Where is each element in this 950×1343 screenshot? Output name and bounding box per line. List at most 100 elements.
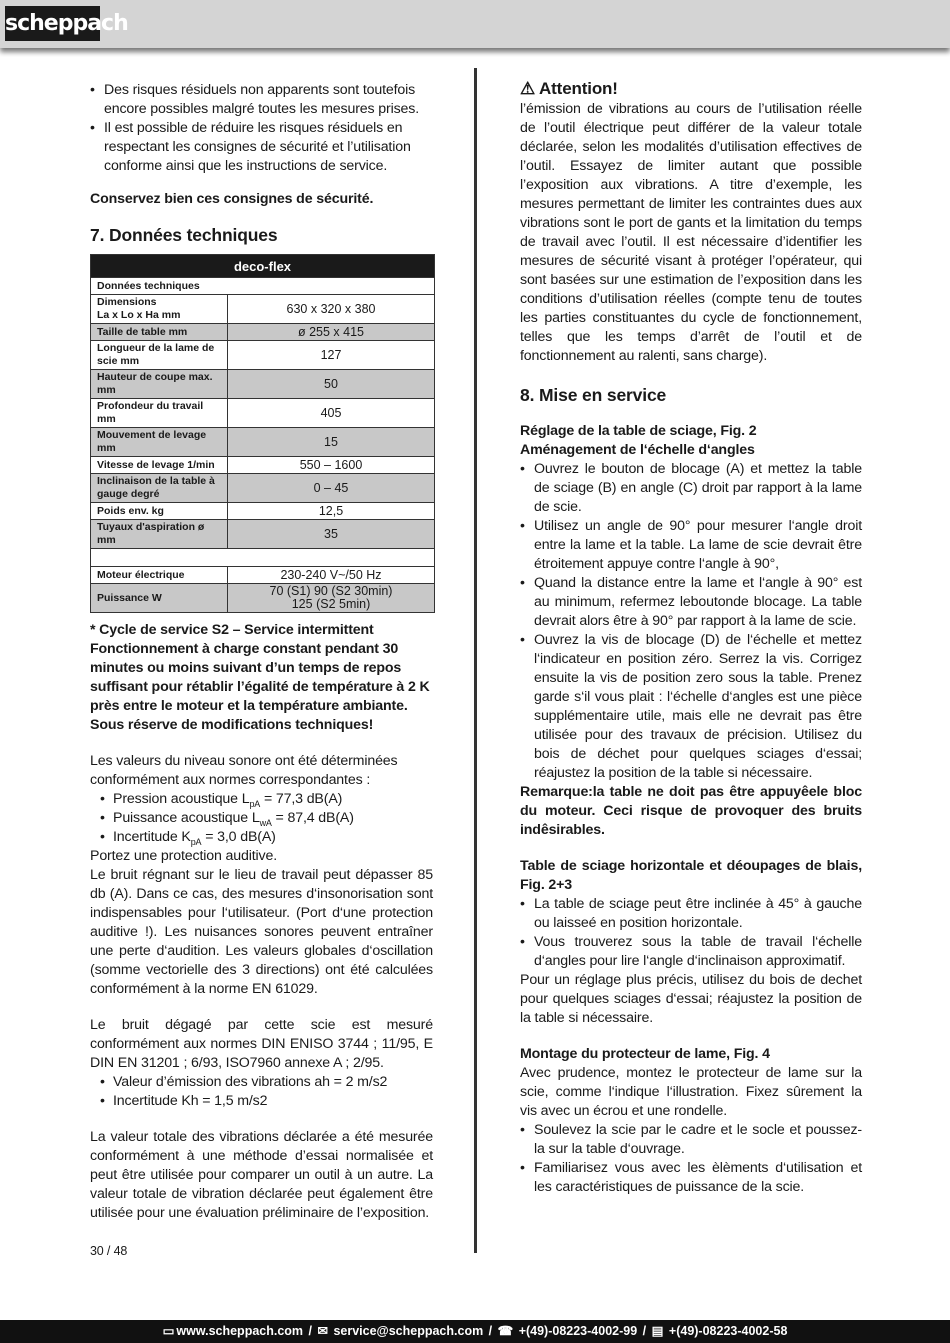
table-row: Dimensions La x Lo x Ha mm 630 x 320 x 38… [90, 294, 435, 324]
left-column: Des risques résiduels non apparents sont… [90, 81, 435, 1259]
noise-post: = 3,0 dB(A) [201, 829, 276, 845]
attention-heading: ⚠ Attention! [520, 78, 862, 100]
measurement-paragraph: Le bruit dégagé par cette scie est mesur… [90, 1017, 433, 1071]
noise-post: = 87,4 dB(A) [271, 810, 354, 826]
spec-value: 0 – 45 [227, 473, 435, 503]
spec-label: Vitesse de levage 1/min [90, 456, 228, 474]
residual-risks-list: Des risques résiduels non apparents sont… [90, 81, 433, 176]
spec-label: Tuyaux d'aspiration ø mm [90, 519, 228, 549]
list-item: Familiarisez vous avec les èlèments d‘ut… [520, 1159, 862, 1197]
noise-value: Incertitude KpA = 3,0 dB(A) [90, 828, 433, 847]
table-adjust-heading: Réglage de la table de sciage, Fig. 2 [520, 423, 757, 439]
spec-label: Puissance W [90, 583, 228, 613]
table-row: Tuyaux d'aspiration ø mm 35 [90, 519, 435, 549]
noise-sub: pA [190, 836, 202, 847]
table-row: Hauteur de coupe max. mm 50 [90, 369, 435, 399]
blade-guard-list: Soulevez la scie par le cadre et le socl… [520, 1121, 862, 1197]
spec-label: Moteur électrique [90, 566, 228, 584]
horizontal-table-heading: Table de sciage horizontale et déoupages… [520, 858, 862, 893]
noise-values-list: Pression acoustique LpA = 77,3 dB(A)Puis… [90, 790, 433, 847]
table-row: Données techniques [90, 277, 435, 295]
list-item: Incertitude Kh = 1,5 m/s2 [90, 1092, 433, 1111]
phone-icon: ☎ [497, 1324, 514, 1338]
spec-value: 35 [227, 519, 435, 549]
spec-value: 15 [227, 427, 435, 457]
table-row: Taille de table mm ø 255 x 415 [90, 323, 435, 341]
spec-label: Dimensions La x Lo x Ha mm [90, 294, 228, 324]
horizontal-table-list: La table de sciage peut être inclinée à … [520, 895, 862, 971]
list-item: Valeur d’émission des vibrations ah = 2 … [90, 1073, 433, 1092]
page-footer: ▭ www.scheppach.com / ✉ service@scheppach… [0, 1320, 950, 1343]
list-item: Vous trouverez sous la table de travail … [520, 933, 862, 971]
noise-paragraph: Le bruit régnant sur le lieu de travail … [90, 867, 433, 997]
noise-value: Pression acoustique LpA = 77,3 dB(A) [90, 790, 433, 809]
list-item: Ouvrez la vis de blocage (D) de l‘échell… [520, 631, 862, 783]
spec-label: Poids env. kg [90, 502, 228, 520]
service-cycle-note: * Cycle de service S2 – Service intermit… [90, 622, 430, 714]
spec-label: Taille de table mm [90, 323, 228, 341]
spec-value: 50 [227, 369, 435, 399]
table-row [90, 548, 435, 567]
list-item: Il est possible de réduire les risques r… [90, 119, 433, 176]
list-item: Utilisez un angle de 90° pour mesurer l‘… [520, 517, 862, 574]
spec-value: 550 – 1600 [227, 456, 435, 474]
list-item: Des risques résiduels non apparents sont… [90, 81, 433, 119]
table-row: Mouvement de levage mm 15 [90, 427, 435, 457]
column-divider [474, 68, 477, 1253]
table-row: Profondeur du travail mm 405 [90, 398, 435, 428]
vibration-paragraph: La valeur totale des vibrations déclarée… [90, 1129, 433, 1221]
vibration-list: Valeur d’émission des vibrations ah = 2 … [90, 1073, 433, 1111]
noise-pre: Incertitude K [113, 829, 191, 845]
angle-scale-heading: Aménagement de l‘échelle d‘angles [520, 442, 755, 458]
phone-number: +(49)-08223-4002-99 [518, 1324, 638, 1338]
spec-value: 630 x 320 x 380 [227, 294, 435, 324]
list-item: La table de sciage peut être inclinée à … [520, 895, 862, 933]
noise-value: Puissance acoustique LwA = 87,4 dB(A) [90, 809, 433, 828]
noise-pre: Pression acoustique L [113, 791, 250, 807]
email-link[interactable]: service@scheppach.com [333, 1324, 484, 1338]
spec-value: 12,5 [227, 502, 435, 520]
table-row: deco-flex [90, 254, 435, 278]
blade-guard-heading: Montage du protecteur de lame, Fig. 4 [520, 1046, 770, 1062]
section-7-heading: 7. Données techniques [90, 225, 278, 245]
spec-label: Hauteur de coupe max. mm [90, 369, 228, 399]
separator: / [305, 1324, 316, 1338]
table-subtitle: Données techniques [90, 277, 435, 295]
section-8-heading: 8. Mise en service [520, 385, 667, 405]
spec-label: Mouvement de levage mm [90, 427, 228, 457]
attention-text: l’émission de vibrations au cours de l’u… [520, 101, 862, 364]
list-item: Quand la distance entre la lame et l‘ang… [520, 574, 862, 631]
attention-label: Attention! [539, 79, 618, 98]
reserve-note: Sous réserve de modifications techniques… [90, 717, 374, 733]
right-column: ⚠ Attention! l’émission de vibrations au… [520, 78, 862, 1197]
noise-post: = 77,3 dB(A) [260, 791, 343, 807]
noise-sub: pA [249, 798, 261, 809]
hearing-protection: Portez une protection auditive. [90, 848, 277, 864]
adjust-steps-list: Ouvrez le bouton de blocage (A) et mette… [520, 460, 862, 783]
scheppach-logo: scheppach [5, 6, 129, 41]
table-row: Poids env. kg 12,5 [90, 502, 435, 520]
spec-value: ø 255 x 415 [227, 323, 435, 341]
fax-number: +(49)-08223-4002-58 [668, 1324, 788, 1338]
precise-adjust-paragraph: Pour un réglage plus précis, utilisez du… [520, 972, 862, 1026]
spec-label: Profondeur du travail mm [90, 398, 228, 428]
spec-value: 405 [227, 398, 435, 428]
warning-icon: ⚠ [520, 79, 536, 98]
table-row: Moteur électrique 230-240 V~/50 Hz [90, 566, 435, 584]
fax-icon: ▤ [651, 1324, 664, 1338]
mail-icon: ✉ [317, 1324, 328, 1338]
noise-sub: wA [259, 817, 272, 828]
page-number: 30 / 48 [90, 1244, 128, 1258]
separator: / [485, 1324, 496, 1338]
spec-value: 70 (S1) 90 (S2 30min) 125 (S2 5min) [227, 583, 435, 613]
website-link[interactable]: www.scheppach.com [176, 1324, 304, 1338]
empty-row [90, 548, 435, 567]
table-row: Puissance W 70 (S1) 90 (S2 30min) 125 (S2… [90, 583, 435, 613]
keep-instructions: Conservez bien ces consignes de sécurité… [90, 191, 374, 207]
spec-label: Longueur de la lame de scie mm [90, 340, 228, 370]
page-header: scheppach [0, 0, 950, 48]
table-row: Inclinaison de la table à gauge degré 0 –… [90, 473, 435, 503]
separator: / [639, 1324, 650, 1338]
list-item: Soulevez la scie par le cadre et le socl… [520, 1121, 862, 1159]
spec-label: Inclinaison de la table à gauge degré [90, 473, 228, 503]
